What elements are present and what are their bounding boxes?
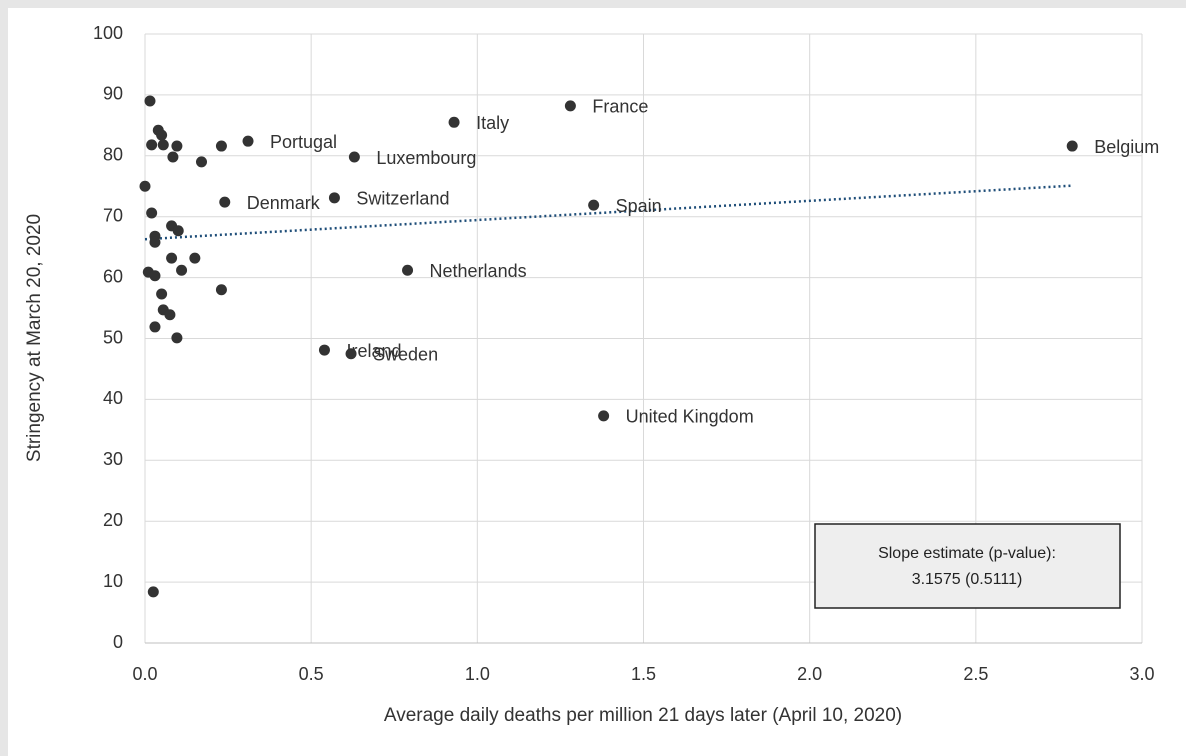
- y-tick-label: 30: [103, 449, 123, 469]
- point: [189, 252, 201, 264]
- point-label: Portugal: [270, 132, 337, 152]
- y-tick-label: 20: [103, 510, 123, 530]
- point-label: United Kingdom: [626, 407, 754, 427]
- x-tick-label: 3.0: [1129, 664, 1154, 684]
- point-label: Italy: [476, 113, 509, 133]
- y-tick-label: 50: [103, 327, 123, 347]
- point: [448, 116, 460, 128]
- point: [564, 100, 576, 112]
- point: [345, 348, 357, 360]
- point: [588, 199, 600, 211]
- point: [156, 288, 168, 300]
- y-tick-label: 40: [103, 388, 123, 408]
- point: [172, 225, 184, 237]
- point: [195, 156, 207, 168]
- point-label: Belgium: [1094, 137, 1159, 157]
- x-tick-label: 0.0: [132, 664, 157, 684]
- y-tick-label: 80: [103, 145, 123, 165]
- annotation-text: 3.1575 (0.5111): [912, 571, 1023, 588]
- point: [147, 586, 159, 598]
- point: [139, 180, 151, 192]
- point: [171, 140, 183, 152]
- point: [1066, 140, 1078, 152]
- point-label: Sweden: [373, 344, 438, 364]
- y-tick-label: 100: [93, 23, 123, 43]
- point: [402, 264, 414, 276]
- point: [157, 139, 169, 151]
- point: [144, 95, 156, 107]
- point-label: Luxembourg: [376, 148, 476, 168]
- point: [166, 252, 178, 264]
- point: [242, 135, 254, 147]
- y-tick-label: 0: [113, 632, 123, 652]
- point: [149, 270, 161, 282]
- point: [149, 236, 161, 248]
- annotation-text: Slope estimate (p-value):: [878, 545, 1056, 562]
- point: [215, 140, 227, 152]
- point: [156, 129, 168, 141]
- point: [149, 321, 161, 333]
- y-tick-label: 60: [103, 266, 123, 286]
- point: [318, 344, 330, 356]
- point-label: Spain: [616, 196, 662, 216]
- point-label: France: [592, 97, 648, 117]
- x-tick-label: 1.0: [465, 664, 490, 684]
- point: [167, 151, 179, 163]
- annotation-box: [814, 523, 1121, 609]
- point: [348, 151, 360, 163]
- x-tick-label: 1.5: [631, 664, 656, 684]
- point-label: Ireland: [346, 341, 401, 361]
- y-tick-label: 90: [103, 84, 123, 104]
- point: [176, 264, 188, 276]
- point-label: Switzerland: [356, 189, 449, 209]
- x-tick-label: 0.5: [299, 664, 324, 684]
- x-tick-label: 2.5: [963, 664, 988, 684]
- x-axis-title: Average daily deaths per million 21 days…: [384, 705, 902, 726]
- x-tick-label: 2.0: [797, 664, 822, 684]
- point: [598, 410, 610, 422]
- point: [146, 207, 158, 219]
- point: [171, 332, 183, 344]
- y-tick-label: 10: [103, 571, 123, 591]
- point: [146, 139, 158, 151]
- point-label: Netherlands: [430, 261, 527, 281]
- point-label: Denmark: [247, 193, 321, 213]
- point: [328, 192, 340, 204]
- point: [164, 309, 176, 321]
- chart-area: [8, 8, 1186, 756]
- y-axis-title: Stringency at March 20, 2020: [24, 214, 45, 462]
- point: [215, 284, 227, 296]
- y-tick-label: 70: [103, 205, 123, 225]
- point: [219, 196, 231, 208]
